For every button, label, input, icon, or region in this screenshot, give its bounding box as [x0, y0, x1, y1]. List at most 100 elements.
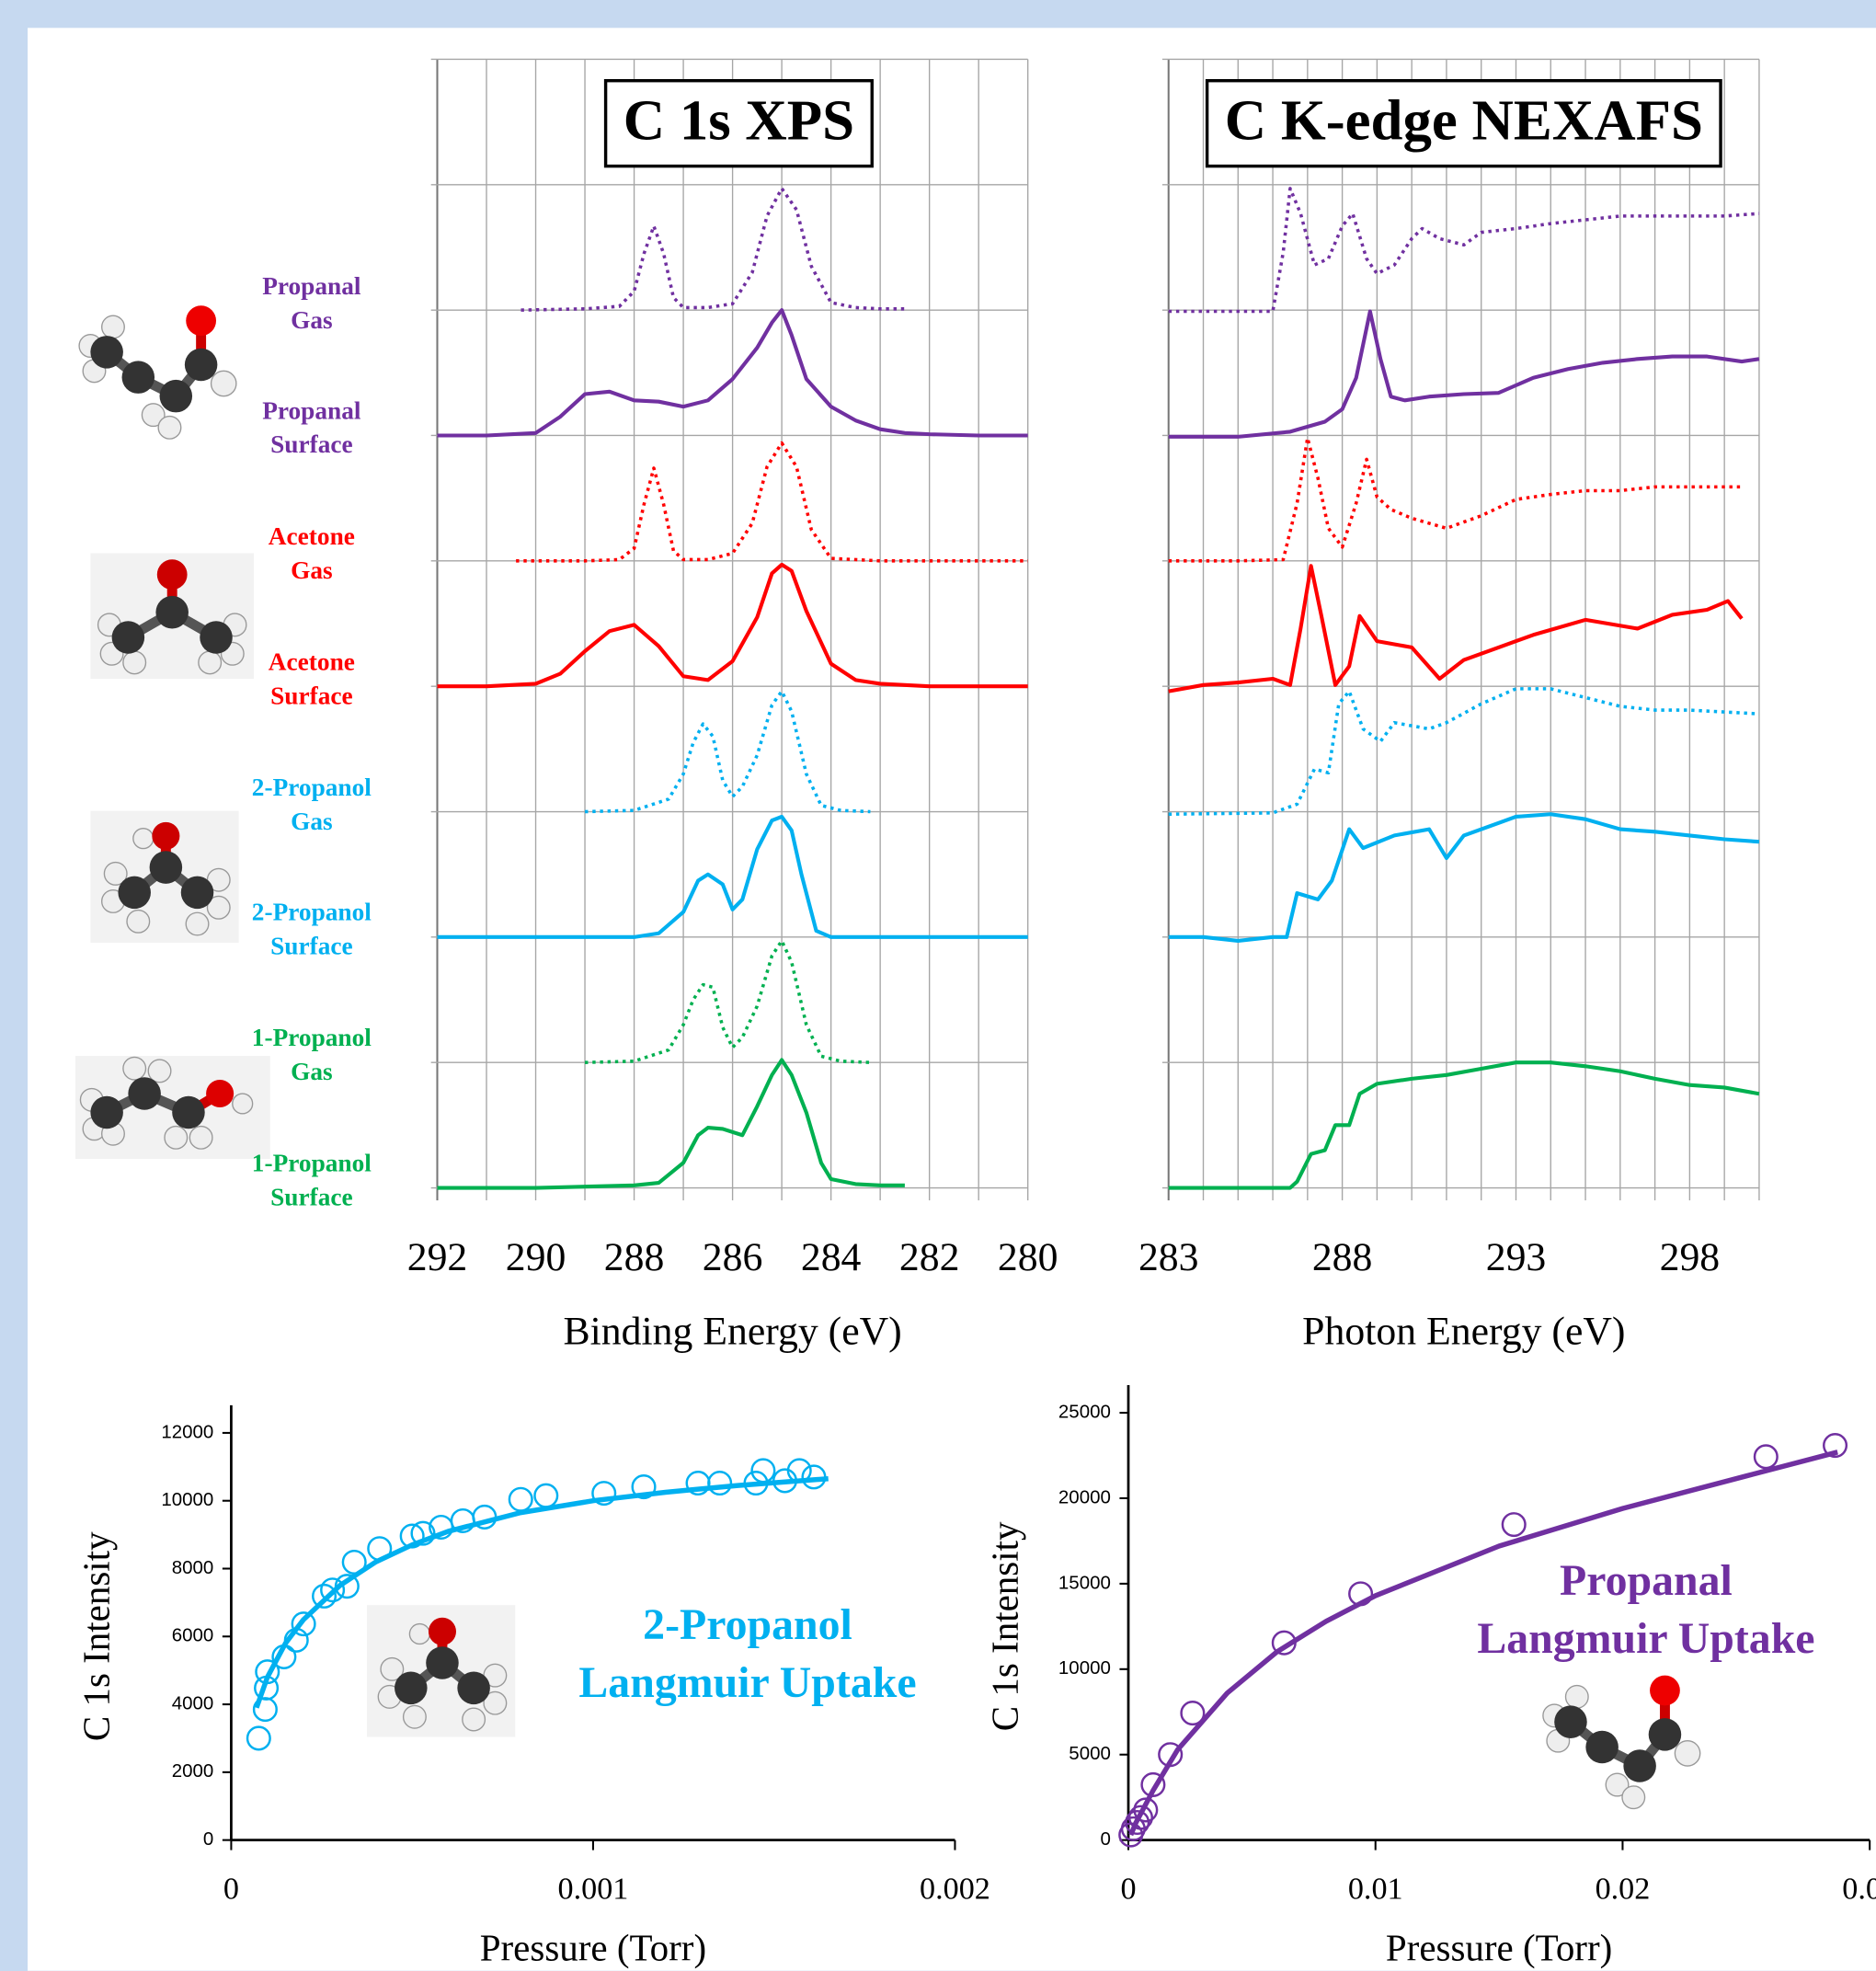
x-tick-label: 0.01: [1348, 1873, 1403, 1907]
series-label-box: 2-Propanol Gas: [251, 774, 372, 836]
annotation-line: Langmuir Uptake: [578, 1657, 917, 1707]
series-label-box: 2-Propanol Surface: [251, 899, 372, 961]
spectrum-line: [1168, 436, 1743, 563]
y-tick-label: 25000: [1058, 1401, 1111, 1422]
annotation-line: Langmuir Uptake: [1477, 1613, 1815, 1663]
x-axis-title: Binding Energy (eV): [563, 1309, 901, 1353]
series-label: 2-Propanol Surface: [251, 899, 372, 961]
y-tick-label: 8000: [172, 1557, 214, 1578]
series-label: 2-Propanol Gas: [251, 774, 372, 836]
series-label: 1-Propanol Surface: [251, 1150, 372, 1212]
spectrum-line: [1168, 687, 1760, 817]
series-label: Propanal Surface: [262, 397, 361, 460]
x-tick-label: 293: [1486, 1235, 1547, 1279]
x-tick-label: 0.03: [1842, 1873, 1876, 1907]
x-tick-label: 288: [604, 1235, 665, 1279]
spectrum-line: [585, 939, 871, 1064]
y-axis-title: C 1s Intensity: [984, 1521, 1026, 1731]
y-tick-label: 6000: [172, 1625, 214, 1646]
y-tick-label: 0: [203, 1828, 213, 1850]
y-tick-label: 4000: [172, 1692, 214, 1713]
data-point: [1127, 1805, 1153, 1830]
annotation: Propanal Langmuir Uptake: [1407, 1553, 1876, 1668]
data-point: [1823, 1433, 1848, 1459]
title-box: [1205, 79, 1722, 168]
x-tick-label: 280: [998, 1235, 1058, 1279]
y-tick-label: 20000: [1058, 1486, 1111, 1507]
fit-line: [254, 1476, 829, 1709]
series-label-box: Acetone Gas: [268, 522, 355, 585]
y-axis-title: C 1s Intensity: [75, 1531, 118, 1741]
x-tick-label: 282: [899, 1235, 960, 1279]
data-point: [1501, 1512, 1527, 1538]
data-point: [252, 1697, 278, 1723]
series-label: Acetone Gas: [268, 522, 355, 585]
annotation-line: Propanal: [1560, 1555, 1733, 1606]
x-tick-label: 292: [407, 1235, 468, 1279]
annotation-box: Propanal Langmuir Uptake: [1407, 1553, 1876, 1668]
series-label: Acetone Surface: [268, 648, 355, 711]
series-label: 1-Propanol Gas: [251, 1025, 372, 1087]
spectrum-line: [437, 308, 1028, 438]
data-point: [707, 1471, 733, 1496]
fit-line: [1128, 1450, 1838, 1837]
chart-title: C K-edge NEXAFS: [1225, 87, 1703, 152]
spectrum-line: [1168, 187, 1760, 314]
x-axis-title: Pressure (Torr): [480, 1927, 706, 1969]
y-tick-label: 12000: [161, 1421, 213, 1442]
series-label-box: 1-Propanol Surface: [251, 1150, 372, 1212]
annotation-line: 2-Propanol: [643, 1599, 852, 1649]
data-point: [631, 1474, 657, 1500]
spectrum-line: [516, 441, 1028, 563]
data-point: [591, 1481, 617, 1507]
y-tick-label: 15000: [1058, 1572, 1111, 1593]
spectrum-line: [1168, 564, 1744, 693]
chart-title: C 1s XPS: [623, 87, 854, 152]
title-box: [603, 79, 874, 168]
y-tick-label: 0: [1100, 1828, 1110, 1850]
y-tick-label: 10000: [1058, 1657, 1111, 1679]
y-tick-label: 2000: [172, 1760, 214, 1782]
panel: [28, 28, 1876, 1971]
data-point: [1125, 1809, 1150, 1836]
series-label-box: Propanal Gas: [262, 272, 361, 335]
annotation-box: 2-Propanol Langmuir Uptake: [509, 1597, 986, 1713]
spectrum-line: [437, 562, 1028, 689]
x-tick-label: 288: [1312, 1235, 1373, 1279]
series-label-box: Propanal Surface: [262, 397, 361, 460]
data-point: [1140, 1771, 1166, 1797]
series-label: Propanal Gas: [262, 272, 361, 335]
annotation: 2-Propanol Langmuir Uptake: [509, 1597, 986, 1713]
x-tick-label: 290: [506, 1235, 566, 1279]
spectrum-line: [1168, 309, 1760, 439]
series-label-box: 1-Propanol Gas: [251, 1025, 372, 1087]
data-point: [291, 1611, 316, 1637]
x-tick-label: 0.002: [920, 1873, 990, 1907]
spectrum-line: [1168, 1060, 1760, 1190]
data-point: [1753, 1444, 1779, 1470]
x-tick-label: 0: [223, 1873, 239, 1907]
x-tick-label: 298: [1660, 1235, 1721, 1279]
x-axis-title: Pressure (Torr): [1386, 1927, 1612, 1969]
y-tick-label: 5000: [1069, 1743, 1111, 1764]
x-tick-label: 283: [1138, 1235, 1199, 1279]
x-tick-label: 0.001: [558, 1873, 629, 1907]
x-tick-label: 286: [703, 1235, 763, 1279]
data-point: [1180, 1701, 1206, 1726]
data-point: [246, 1725, 271, 1751]
spectrum-line: [437, 814, 1028, 939]
data-point: [320, 1577, 346, 1603]
y-tick-label: 10000: [161, 1489, 213, 1510]
x-tick-label: 0.02: [1596, 1873, 1651, 1907]
spectrum-line: [437, 1058, 905, 1190]
series-label-box: Acetone Surface: [268, 648, 355, 711]
data-point: [312, 1583, 337, 1609]
x-tick-label: 284: [801, 1235, 862, 1279]
data-point: [1133, 1797, 1159, 1823]
x-tick-label: 0: [1120, 1873, 1136, 1907]
x-axis-title: Photon Energy (eV): [1302, 1309, 1625, 1353]
spectrum-line: [1168, 812, 1760, 943]
